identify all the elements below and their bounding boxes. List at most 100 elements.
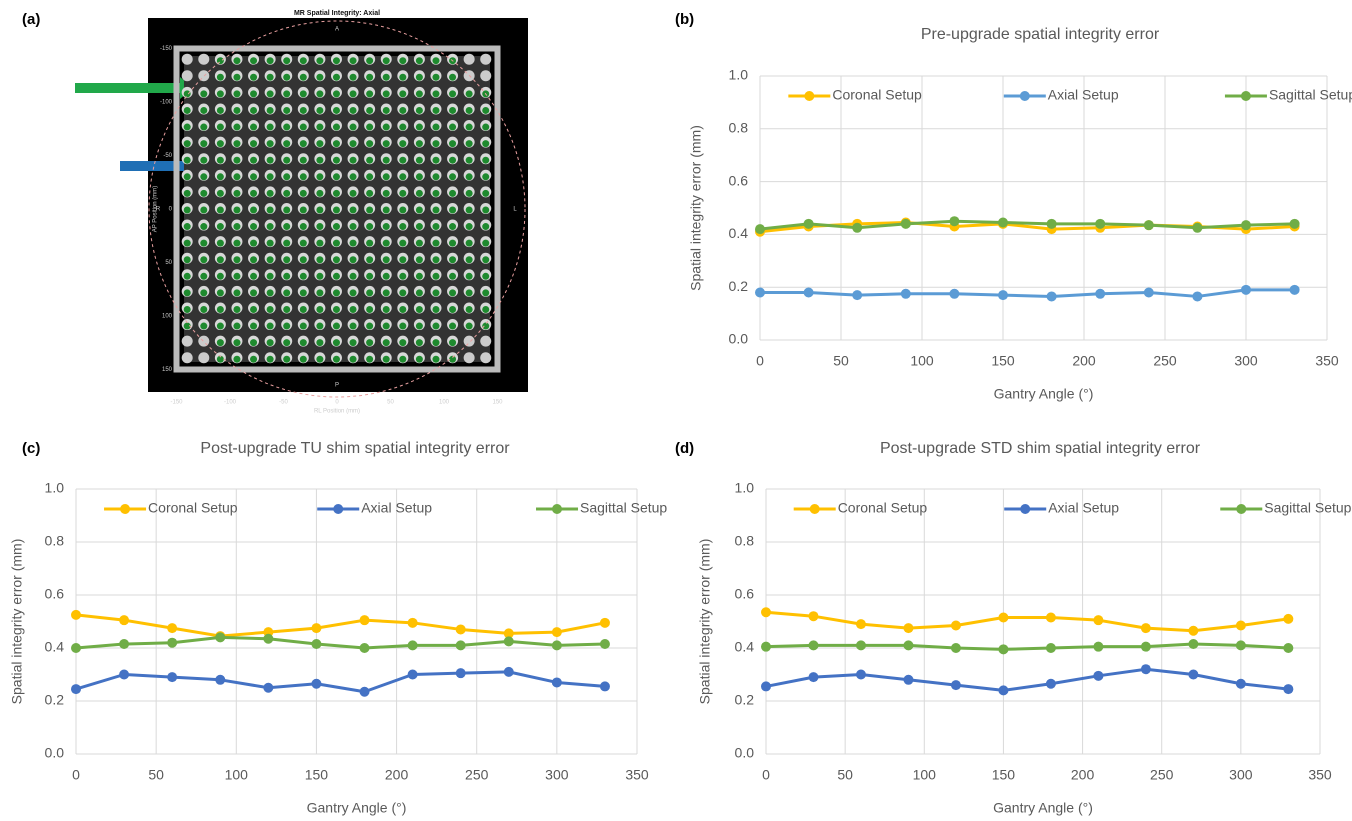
marker-overlay	[399, 322, 407, 330]
marker-overlay	[449, 355, 457, 363]
marker-overlay	[366, 189, 374, 197]
marker-overlay	[382, 90, 390, 98]
image-title: MR Spatial Integrity: Axial	[294, 10, 380, 17]
marker-overlay	[399, 90, 407, 98]
x-tick-label: 300	[1234, 353, 1258, 369]
marker-overlay	[482, 256, 490, 264]
marker-overlay	[283, 272, 291, 280]
data-point	[949, 288, 960, 299]
x-tick-label: 150	[492, 400, 503, 406]
marker-overlay	[216, 206, 224, 214]
data-point	[1289, 218, 1300, 229]
marker-overlay	[316, 73, 324, 81]
marker-overlay	[349, 272, 357, 280]
marker-overlay	[482, 106, 490, 114]
phantom-marker	[480, 352, 492, 364]
marker-overlay	[283, 57, 291, 65]
marker-overlay	[465, 256, 473, 264]
data-point	[903, 674, 914, 685]
data-point	[455, 668, 466, 679]
marker-overlay	[432, 57, 440, 65]
marker-overlay	[465, 322, 473, 330]
marker-overlay	[233, 57, 241, 65]
marker-overlay	[449, 123, 457, 131]
marker-overlay	[382, 339, 390, 347]
panel-label: (d)	[675, 440, 694, 457]
marker-overlay	[465, 305, 473, 313]
x-tick-label: 50	[837, 767, 853, 783]
x-tick-label: 250	[1153, 353, 1177, 369]
marker-overlay	[233, 206, 241, 214]
marker-overlay	[299, 223, 307, 231]
phantom-marker	[480, 70, 492, 82]
marker-overlay	[415, 272, 423, 280]
marker-overlay	[200, 189, 208, 197]
marker-overlay	[332, 106, 340, 114]
marker-overlay	[200, 322, 208, 330]
y-tick-label: 50	[165, 260, 172, 266]
marker-overlay	[216, 73, 224, 81]
mr-image: MR Spatial Integrity: Axial A P R L -150 -100 -…	[148, 10, 526, 415]
legend-marker	[804, 91, 815, 101]
marker-overlay	[299, 289, 307, 297]
marker-overlay	[183, 173, 191, 181]
marker-overlay	[216, 173, 224, 181]
marker-overlay	[250, 256, 258, 264]
marker-overlay	[200, 206, 208, 214]
data-point	[119, 615, 130, 626]
marker-overlay	[250, 305, 258, 313]
marker-overlay	[449, 256, 457, 264]
orientation-label: A	[335, 27, 339, 33]
data-point	[808, 672, 819, 683]
y-tick-label: -100	[160, 100, 173, 106]
marker-overlay	[399, 57, 407, 65]
marker-overlay	[216, 256, 224, 264]
data-point	[755, 287, 765, 298]
panel-label: (c)	[22, 440, 40, 457]
data-point	[761, 641, 771, 652]
marker-overlay	[200, 90, 208, 98]
x-tick-label: 350	[1315, 353, 1339, 369]
x-tick-label: 0	[335, 400, 339, 406]
marker-overlay	[432, 156, 440, 164]
marker-overlay	[449, 206, 457, 214]
data-point	[263, 633, 274, 644]
marker-overlay	[432, 272, 440, 280]
marker-overlay	[266, 339, 274, 347]
marker-overlay	[316, 123, 324, 131]
marker-overlay	[482, 140, 490, 148]
data-point	[803, 287, 814, 298]
x-tick-label: 250	[465, 767, 489, 783]
y-tick-label: -50	[163, 153, 172, 159]
phantom-marker	[463, 53, 475, 65]
marker-overlay	[250, 140, 258, 148]
marker-overlay	[200, 140, 208, 148]
marker-overlay	[432, 206, 440, 214]
marker-overlay	[415, 339, 423, 347]
marker-overlay	[482, 272, 490, 280]
marker-overlay	[449, 223, 457, 231]
marker-overlay	[449, 173, 457, 181]
marker-overlay	[366, 305, 374, 313]
marker-overlay	[299, 189, 307, 197]
marker-overlay	[250, 289, 258, 297]
marker-overlay	[349, 123, 357, 131]
marker-overlay	[183, 90, 191, 98]
marker-overlay	[233, 305, 241, 313]
marker-overlay	[233, 189, 241, 197]
marker-overlay	[415, 206, 423, 214]
legend-label: Sagittal Setup	[580, 500, 667, 516]
x-tick-label: -50	[279, 400, 288, 406]
marker-overlay	[183, 256, 191, 264]
marker-overlay	[415, 57, 423, 65]
marker-overlay	[316, 322, 324, 330]
orientation-label: P	[335, 383, 339, 389]
marker-overlay	[399, 272, 407, 280]
marker-overlay	[250, 339, 258, 347]
marker-overlay	[432, 339, 440, 347]
marker-overlay	[283, 256, 291, 264]
marker-overlay	[283, 206, 291, 214]
y-tick-label: 0.2	[729, 278, 749, 294]
marker-overlay	[183, 189, 191, 197]
